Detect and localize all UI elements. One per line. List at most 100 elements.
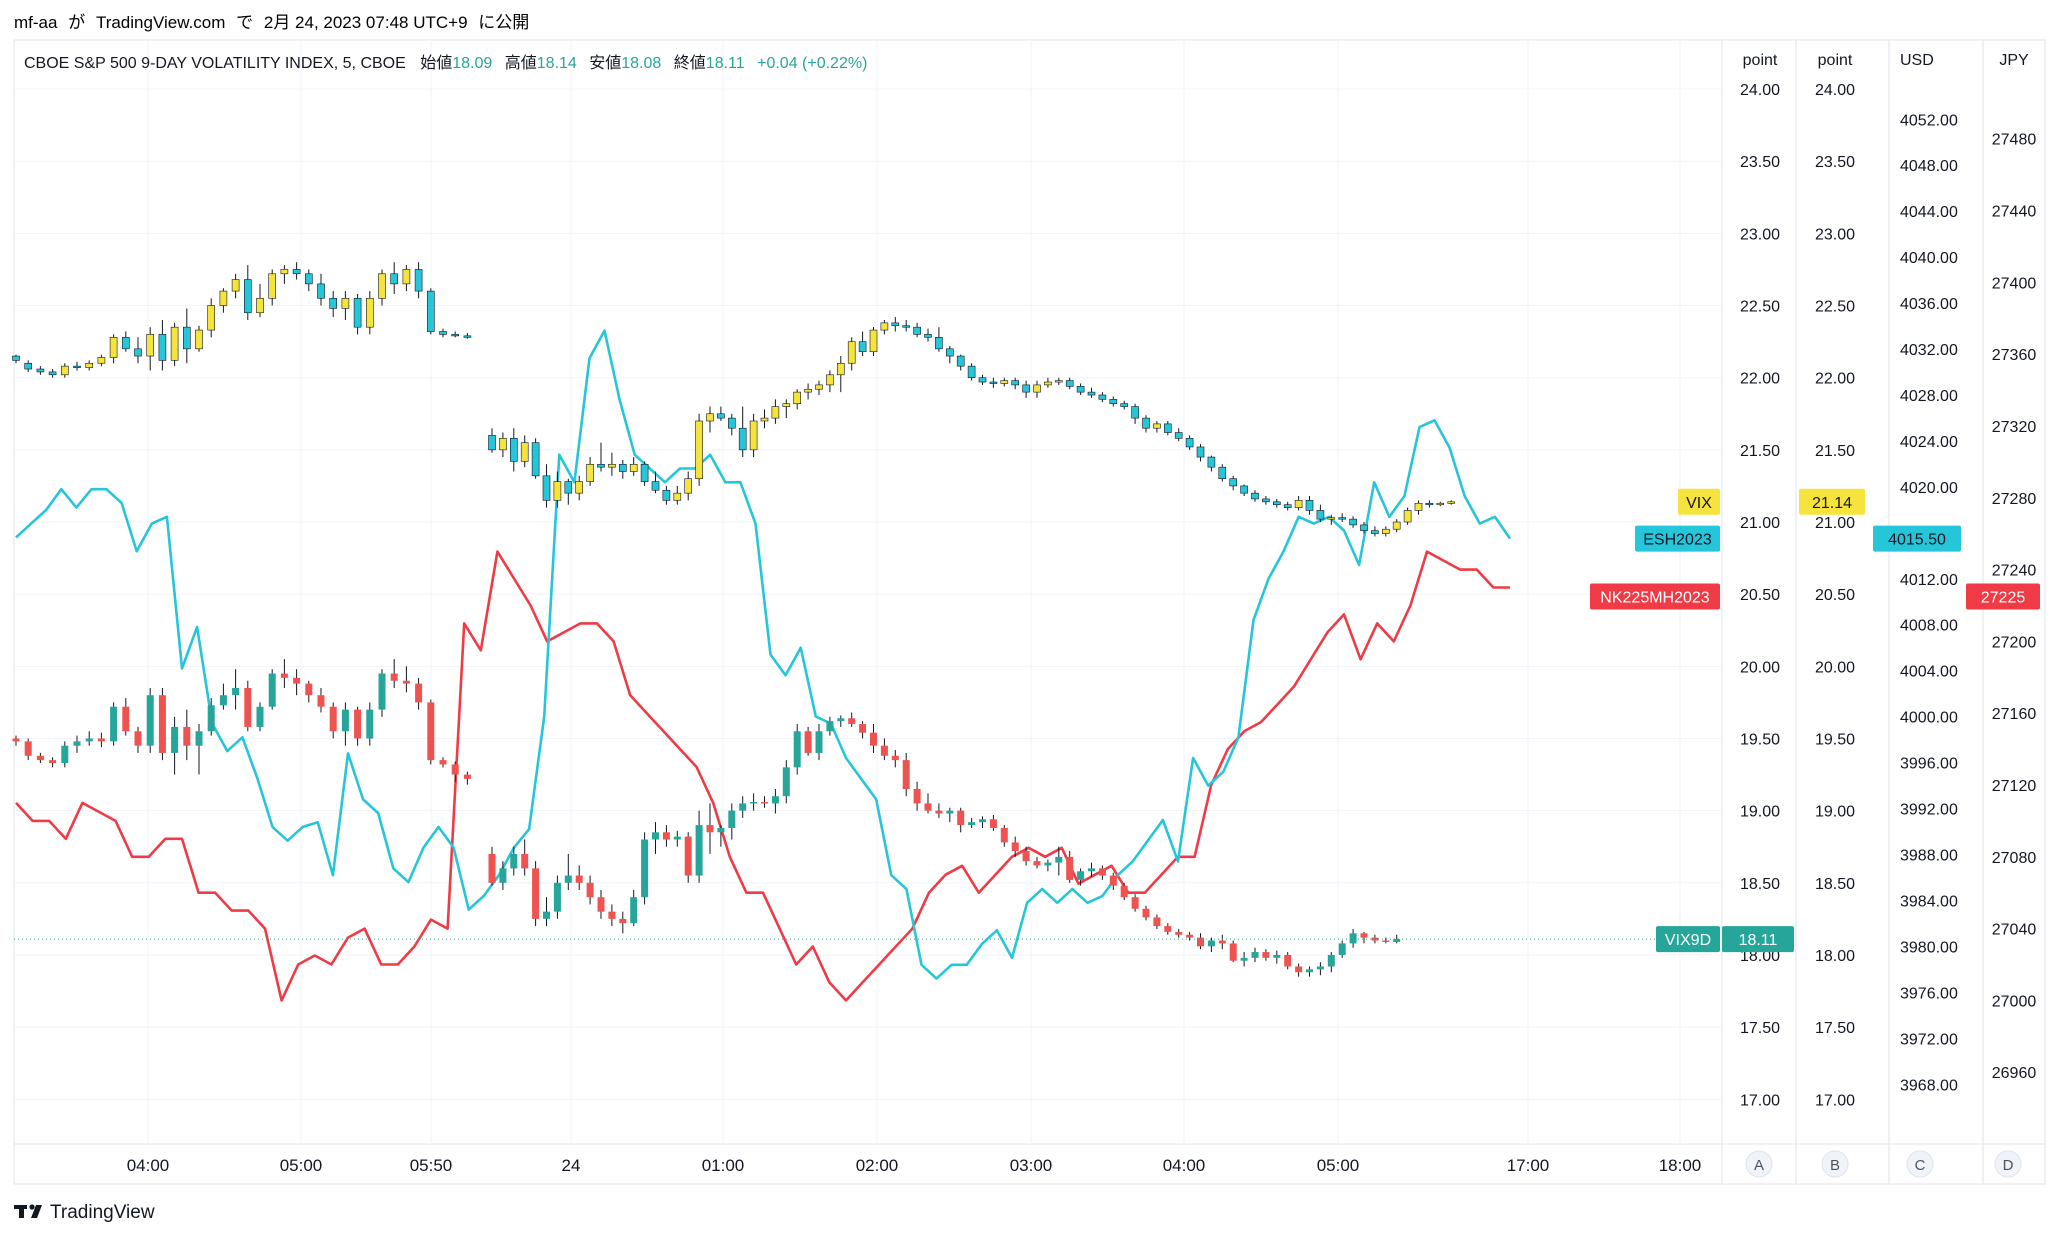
vix-candle: [793, 391, 802, 404]
scale-button-d: [1994, 1150, 2022, 1178]
vix9d-candle: [1000, 827, 1008, 843]
axis-tick-label: 22.00: [1815, 371, 1855, 388]
vix-candle: [553, 481, 562, 501]
legend-open: 18.09: [452, 55, 492, 72]
vix9d-candle: [935, 810, 943, 814]
vix9d-candle: [1164, 926, 1172, 932]
vix9d-candle: [586, 882, 594, 898]
axis-tick-label: 27240: [1992, 563, 2037, 580]
vix-candle: [317, 283, 325, 299]
vix9d-candle: [553, 882, 561, 912]
vix-candle: [1403, 510, 1412, 523]
axis-tick-label: 3996.00: [1900, 756, 1958, 773]
vix-candle: [1055, 380, 1063, 383]
vix-candle: [935, 336, 943, 350]
legend-high-label: 高値: [505, 54, 537, 72]
axis-tick-label: 4028.00: [1900, 388, 1958, 405]
vix9d-candle: [1055, 856, 1063, 863]
vix9d-candle: [521, 853, 529, 869]
vix9d-candle: [695, 825, 703, 876]
axis-tick-label: 21.50: [1740, 443, 1780, 460]
time-tick-label: 01:00: [702, 1156, 745, 1175]
legend-low-label: 安値: [589, 54, 621, 72]
vix-name-badge: [1678, 488, 1720, 515]
vix9d-candle: [390, 673, 398, 681]
vix-candle: [1294, 500, 1303, 508]
axis-tick-label: 23.00: [1815, 226, 1855, 243]
time-tick-label: 03:00: [1010, 1156, 1053, 1175]
time-tick-label: 17:00: [1507, 1156, 1550, 1175]
vix9d-candle: [510, 853, 518, 869]
vix9d-candle: [171, 726, 179, 753]
vix-candle: [1142, 417, 1150, 429]
vix9d-candle: [36, 755, 44, 761]
vix-candle: [1185, 438, 1194, 448]
vix9d-candle: [1273, 954, 1281, 958]
vix9d-candle: [49, 760, 57, 764]
vix-candle: [170, 326, 179, 361]
tradingview-logo[interactable]: TradingView: [14, 1202, 155, 1223]
vix-candle: [564, 481, 573, 494]
axis-tick-label: 21.50: [1815, 443, 1855, 460]
vix-candle: [924, 334, 932, 338]
legend-high: 18.14: [537, 55, 577, 72]
vix9d-candle: [219, 695, 227, 706]
axis-tick-label: 27280: [1992, 491, 2037, 508]
vix9d-candle: [1011, 842, 1019, 852]
vix9d-candle: [1382, 940, 1390, 943]
vix-candle: [109, 336, 118, 358]
time-tick-label: 04:00: [1163, 1156, 1206, 1175]
vix9d-candle: [1022, 851, 1030, 862]
axis-tick-label: 4008.00: [1900, 618, 1958, 635]
scale-button-b: [1821, 1150, 1849, 1178]
axis-tick-label: 3976.00: [1900, 985, 1958, 1002]
vix9d-candle: [317, 695, 325, 707]
vix-candle: [1011, 380, 1020, 386]
vix-candle: [651, 481, 660, 491]
axis-tick-label: 26960: [1992, 1065, 2037, 1082]
vix-candle: [945, 348, 954, 357]
vix9d-candle: [73, 741, 81, 746]
esh-name-badge-text: ESH2023: [1643, 532, 1712, 549]
vix-candle: [1338, 517, 1346, 520]
vix9d-candle: [1306, 969, 1313, 973]
vix-candle: [1174, 432, 1183, 439]
vix9d-candle: [463, 774, 471, 779]
vix-candle: [1305, 500, 1314, 511]
axis-tick-label: 3968.00: [1900, 1077, 1958, 1094]
vix-candle: [402, 269, 411, 285]
axis-tick-label: 22.50: [1740, 299, 1780, 316]
vix-candle: [640, 463, 649, 482]
vix-candle: [183, 326, 191, 350]
vix9d-candle: [1316, 966, 1324, 970]
axis-tick-label: 4020.00: [1900, 480, 1958, 497]
scale-button-label: B: [1830, 1157, 1840, 1174]
vix9d-candle: [870, 732, 877, 746]
vix9d-candle: [341, 709, 349, 732]
vix-candle: [575, 481, 584, 494]
vix9d-candle: [1207, 940, 1215, 947]
vix9d-candle: [1393, 939, 1401, 942]
vix-candle: [499, 438, 507, 451]
esh-price-badge-text: 4015.50: [1888, 532, 1946, 549]
vix-candle: [608, 463, 616, 468]
vix-candle: [1109, 399, 1118, 404]
vix-candle: [1120, 403, 1128, 407]
axis-tick-label: 20.00: [1815, 659, 1855, 676]
esh-name-badge: [1635, 525, 1720, 552]
vix9d-candle: [1262, 952, 1270, 958]
time-tick-label: 24: [562, 1156, 581, 1175]
vix9d-candle: [1120, 885, 1128, 898]
vix-candle: [463, 335, 472, 338]
axis-tick-label: 27120: [1992, 778, 2037, 795]
vix-candle: [771, 406, 780, 419]
vix-candle: [717, 413, 725, 419]
vix9d-candle: [61, 745, 69, 764]
vix-candle: [1251, 492, 1259, 500]
time-tick-label: 04:00: [127, 1156, 170, 1175]
axis-tick-label: 4024.00: [1900, 434, 1958, 451]
vix9d-candle: [684, 836, 692, 876]
vix9d-candle: [402, 680, 410, 684]
axis-tick-label: 18.00: [1740, 948, 1780, 965]
vix9d-candle: [244, 687, 252, 727]
